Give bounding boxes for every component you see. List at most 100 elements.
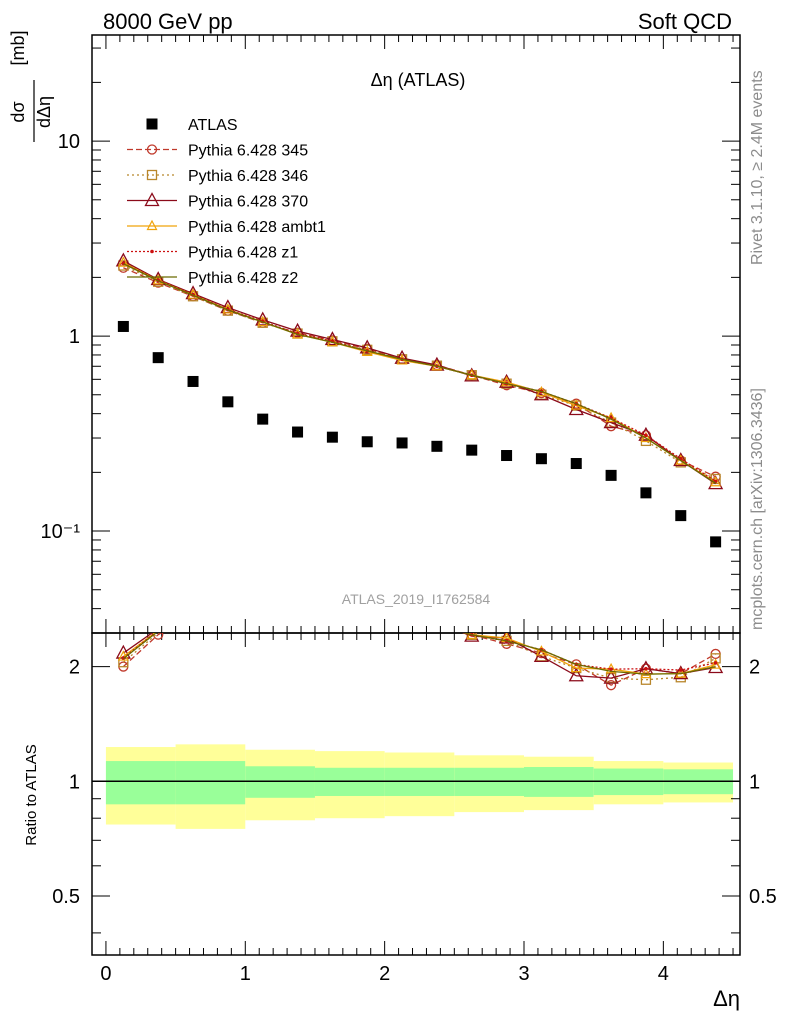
legend-marker xyxy=(146,169,158,181)
series-pythia-6-428-ambt1-ratio-point xyxy=(710,658,722,669)
series-pythia-6-428-z1-point xyxy=(644,433,648,438)
series-pythia-6-428-346-ratio-point xyxy=(640,674,652,685)
main-panel: 10 1 10⁻¹ Δη (ATLAS) ATLAS_2019_I1762584 A… xyxy=(41,34,741,634)
series-atlas-point xyxy=(292,426,304,438)
series-pythia-6-428-345-line xyxy=(123,267,716,478)
ratio-frame xyxy=(91,632,741,956)
y-tick-label: 1 xyxy=(69,326,80,348)
series-pythia-6-428-z1-ratio-point xyxy=(713,661,718,665)
series-pythia-6-428-346-line xyxy=(123,264,716,480)
series-pythia-6-428-370-ratio-point xyxy=(498,633,515,644)
series-atlas-point xyxy=(501,450,513,462)
series-pythia-6-428-z2-ratio-line xyxy=(122,633,716,675)
legend-entry: Pythia 6.428 346 xyxy=(127,168,308,185)
legend-entry: Pythia 6.428 ambt1 xyxy=(127,219,326,236)
x-tick-label: 0 xyxy=(100,963,111,985)
series-pythia-6-428-z2-line xyxy=(123,263,716,484)
legend-marker xyxy=(146,144,158,155)
series-pythia-6-428-ambt1-line xyxy=(123,262,716,483)
series-atlas-point xyxy=(466,444,478,456)
series-pythia-6-428-ambt1-point xyxy=(605,411,617,423)
ratio-y-axis-label: Ratio to ATLAS xyxy=(23,744,40,845)
x-tick-label: 4 xyxy=(658,963,669,985)
series-atlas-point xyxy=(257,413,269,425)
header-left: 8000 GeV pp xyxy=(103,9,233,34)
uncertainty-band-inner xyxy=(245,766,315,798)
legend-marker xyxy=(146,118,158,130)
legend-label: ATLAS xyxy=(188,117,238,134)
series-pythia-6-428-370-ratio-point xyxy=(603,669,619,684)
legend-entry: Pythia 6.428 z2 xyxy=(127,270,298,287)
series-atlas-point xyxy=(431,440,443,452)
y-axis-label-den: dΔη xyxy=(34,96,54,128)
header-right: Soft QCD xyxy=(638,9,732,34)
series-pythia-6-428-370-point xyxy=(673,452,689,467)
legend-entry: ATLAS xyxy=(146,117,238,134)
series-pythia-6-428-z1-ratio-point xyxy=(644,666,648,671)
uncertainty-band-inner xyxy=(175,761,246,805)
x-tick-label: 3 xyxy=(518,963,529,985)
series-pythia-6-428-370-point xyxy=(394,349,410,364)
series-atlas-point xyxy=(396,437,408,449)
series-pythia-6-428-370-point xyxy=(255,311,271,326)
y-tick-label: 10 xyxy=(58,131,80,153)
series-pythia-6-428-ambt1-ratio-line xyxy=(122,633,716,675)
plot-title: Δη (ATLAS) xyxy=(371,70,466,90)
series-atlas-point xyxy=(675,510,687,522)
series-pythia-6-428-z1-line xyxy=(123,262,716,482)
x-tick-label: 2 xyxy=(379,963,390,985)
ratio-y-tick-label-left: 1 xyxy=(69,771,80,793)
legend-entry: Pythia 6.428 z1 xyxy=(127,245,298,262)
legend-label: Pythia 6.428 370 xyxy=(188,194,308,211)
legend-marker xyxy=(146,219,158,231)
series-atlas-point xyxy=(535,453,547,465)
series-atlas-point xyxy=(152,352,164,364)
ratio-y-tick-label-right: 1 xyxy=(749,771,760,793)
ratio-y-tick-label-left: 0.5 xyxy=(52,886,80,908)
series-atlas-point xyxy=(187,375,199,387)
y-axis-label-unit: [mb] xyxy=(8,30,28,65)
series-pythia-6-428-ambt1-point xyxy=(501,375,513,387)
legend-entry: Pythia 6.428 345 xyxy=(127,143,308,160)
y-axis-label: dσ dΔη [mb] xyxy=(8,30,54,142)
ratio-y-tick-label-right: 2 xyxy=(749,657,760,679)
rivet-version-text: Rivet 3.1.10, ≥ 2.4M events xyxy=(749,70,766,265)
x-axis-label: Δη xyxy=(713,986,740,1011)
series-atlas-point xyxy=(570,458,582,470)
series-pythia-6-428-346-ratio-line xyxy=(122,633,716,681)
series-pythia-6-428-ambt1-ratio-point xyxy=(117,650,129,661)
series-pythia-6-428-370-point xyxy=(359,339,375,354)
series-atlas-point xyxy=(117,320,129,332)
legend-entry: Pythia 6.428 370 xyxy=(127,192,308,211)
series-pythia-6-428-ambt1-ratio-point xyxy=(570,661,582,673)
series-atlas-point xyxy=(640,487,652,499)
analysis-label: ATLAS_2019_I1762584 xyxy=(342,591,491,607)
series-atlas-point xyxy=(361,436,373,448)
series-atlas-point xyxy=(222,396,234,408)
series-pythia-6-428-ambt1-point xyxy=(117,256,129,267)
ratio-panel: 0 1 2 3 4 2 2 1 1 0.5 0.5 xyxy=(52,632,777,985)
legend-label: Pythia 6.428 z2 xyxy=(188,270,298,287)
legend: ATLAS Pythia 6.428 345 Pythia 6.428 346 Pyt… xyxy=(127,117,326,287)
series-pythia-6-428-370-ratio-point xyxy=(568,667,584,682)
x-tick-label: 1 xyxy=(240,963,251,985)
series-atlas-point xyxy=(605,469,617,481)
legend-label: Pythia 6.428 z1 xyxy=(188,245,298,262)
series-atlas-point xyxy=(710,536,722,548)
uncertainty-band-inner xyxy=(105,761,176,805)
ratio-y-tick-label-left: 2 xyxy=(69,657,80,679)
series-pythia-6-428-370-line xyxy=(123,260,716,485)
legend-marker xyxy=(150,249,154,254)
series-pythia-6-428-370-ratio-line xyxy=(122,633,716,679)
y-axis-label-num: dσ xyxy=(8,101,28,122)
mcplots-text: mcplots.cern.ch [arXiv:1306.3436] xyxy=(749,388,766,630)
y-tick-label: 10⁻¹ xyxy=(41,521,81,543)
legend-label: Pythia 6.428 ambt1 xyxy=(188,219,326,236)
series-pythia-6-428-370-point xyxy=(289,322,306,337)
series-pythia-6-428-z1-ratio-line xyxy=(122,633,716,671)
series-pythia-6-428-345-ratio-point xyxy=(605,680,617,691)
series-atlas-point xyxy=(326,431,338,443)
legend-marker xyxy=(144,192,160,207)
ratio-y-tick-label-right: 0.5 xyxy=(749,886,777,908)
